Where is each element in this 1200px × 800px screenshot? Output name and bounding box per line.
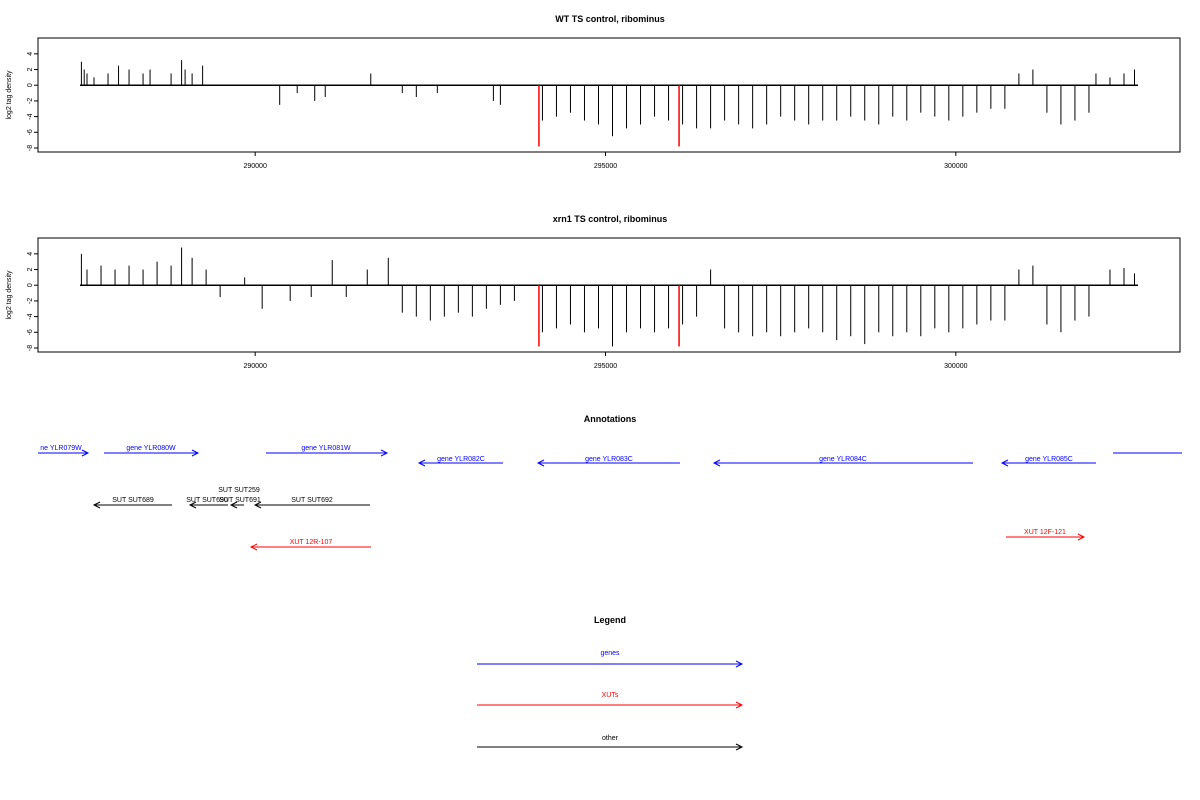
wt-x-axis: 290000 295000 300000: [243, 152, 968, 170]
x-tick-label: 300000: [944, 363, 967, 370]
xrn1-y-axis-label: log2 tag density: [6, 270, 13, 320]
y-tick-label: 2: [27, 267, 34, 271]
y-tick-label: -8: [27, 345, 34, 351]
y-tick-label: -8: [27, 145, 34, 151]
sut-label: SUT SUT690: [186, 497, 228, 504]
xut-annotation-12f-121: XUT 12F-121: [1006, 529, 1086, 541]
sut-label: SUT SUT689: [112, 497, 154, 504]
x-tick-label: 290000: [243, 363, 266, 370]
sut-annotation-692: SUT SUT692: [253, 497, 370, 509]
gene-label: ne YLR079W: [40, 445, 82, 452]
xrn1-panel: xrn1 TS control, ribominus log2 tag dens…: [6, 214, 1181, 370]
y-tick-label: -6: [27, 129, 34, 135]
legend-label-genes: genes: [600, 650, 620, 657]
xut-label: XUT 12R-107: [290, 539, 333, 546]
xrn1-panel-title: xrn1 TS control, ribominus: [553, 214, 668, 224]
y-tick-label: 0: [27, 283, 34, 287]
y-tick-label: -4: [27, 113, 34, 119]
wt-panel-title: WT TS control, ribominus: [555, 14, 665, 24]
legend-item-genes: genes: [477, 650, 744, 668]
wt-y-axis: -8 -6 -4 -2 0 2 4: [27, 52, 38, 151]
legend-item-other: other: [477, 735, 744, 751]
x-tick-label: 295000: [594, 163, 617, 170]
y-tick-label: -4: [27, 313, 34, 319]
y-tick-label: -2: [27, 298, 34, 304]
gene-annotation-ylr082c: gene YLR082C: [417, 456, 503, 467]
sut-annotation-259: SUT SUT259: [218, 487, 260, 509]
legend-title: Legend: [594, 615, 626, 625]
annotations-title: Annotations: [584, 414, 637, 424]
y-tick-label: 0: [27, 83, 34, 87]
gene-annotation-ylr083c: gene YLR083C: [536, 456, 680, 467]
xrn1-x-axis: 290000 295000 300000: [243, 352, 968, 370]
xut-label: XUT 12F-121: [1024, 529, 1066, 536]
wt-panel: WT TS control, ribominus log2 tag densit…: [6, 14, 1181, 170]
x-tick-label: 295000: [594, 363, 617, 370]
gene-annotation-ylr084c: gene YLR084C: [712, 456, 973, 467]
gene-annotation-ylr085c: gene YLR085C: [1000, 456, 1096, 467]
sut-annotation-691: SUT SUT691: [219, 497, 261, 504]
y-tick-label: 4: [27, 252, 34, 256]
y-tick-label: 2: [27, 67, 34, 71]
wt-y-axis-label: log2 tag density: [6, 70, 13, 120]
sut-label: SUT SUT259: [218, 487, 260, 494]
y-tick-label: 4: [27, 52, 34, 56]
gene-annotation-ylr081w: gene YLR081W: [266, 445, 389, 457]
gene-label: gene YLR083C: [585, 456, 633, 463]
y-tick-label: -2: [27, 98, 34, 104]
sut-label: SUT SUT692: [291, 497, 333, 504]
wt-bars: [80, 60, 1138, 147]
xut-annotation-12r-107: XUT 12R-107: [249, 539, 371, 551]
gene-annotation-ylr079w: ne YLR079W: [38, 445, 90, 457]
sut-label: SUT SUT691: [219, 497, 261, 504]
legend-label-xuts: XUTs: [602, 692, 619, 699]
gene-label: gene YLR082C: [437, 456, 485, 463]
gene-label: gene YLR084C: [819, 456, 867, 463]
sut-annotation-690: SUT SUT690: [186, 497, 228, 509]
xrn1-plot-frame: [37, 237, 1181, 353]
gene-label: gene YLR080W: [126, 445, 176, 452]
legend-label-other: other: [602, 735, 619, 742]
wt-plot-frame: [37, 37, 1181, 153]
xrn1-bars: [80, 247, 1138, 347]
y-tick-label: -6: [27, 329, 34, 335]
x-tick-label: 290000: [243, 163, 266, 170]
legend: Legend genes XUTs other: [477, 615, 744, 751]
gene-annotation-ylr080w: gene YLR080W: [104, 445, 200, 457]
annotations-section: Annotations ne YLR079W gene YLR080W gene…: [38, 414, 1182, 551]
gene-label: gene YLR081W: [301, 445, 351, 452]
xrn1-y-axis: -8 -6 -4 -2 0 2 4: [27, 252, 38, 351]
gene-label: gene YLR085C: [1025, 456, 1073, 463]
legend-item-xuts: XUTs: [477, 692, 744, 709]
sut-annotation-689: SUT SUT689: [92, 497, 172, 509]
x-tick-label: 300000: [944, 163, 967, 170]
